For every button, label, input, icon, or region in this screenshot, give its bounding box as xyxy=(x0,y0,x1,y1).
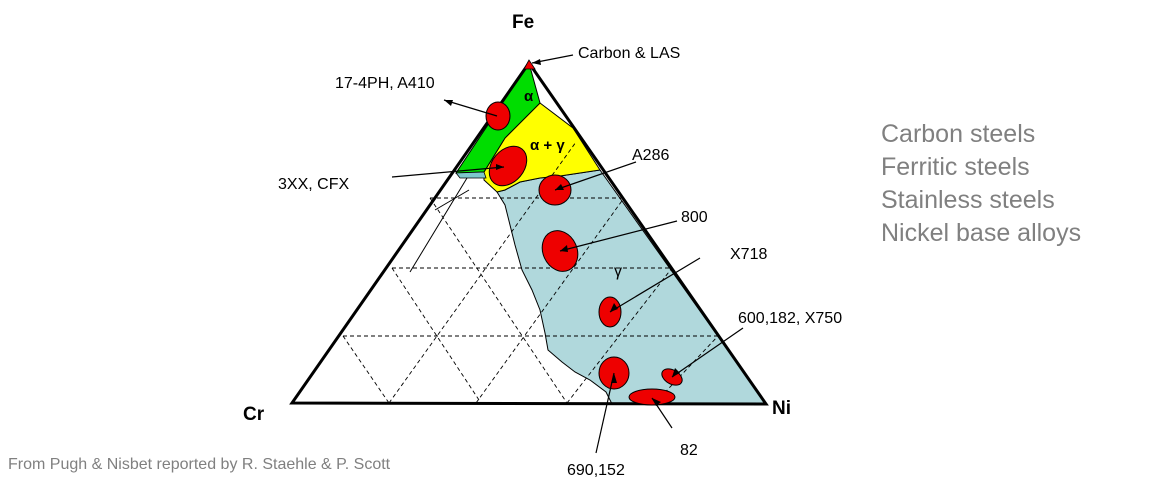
label-690: 690,152 xyxy=(567,462,625,479)
legend-item-ferritic-steels: Ferritic steels xyxy=(881,153,1030,181)
label-800: 800 xyxy=(681,209,708,226)
phase-label-alpha: α xyxy=(524,88,534,105)
label-82: 82 xyxy=(680,442,698,459)
arrowhead-690 xyxy=(611,373,617,383)
legend-item-carbon-steels: Carbon steels xyxy=(881,120,1036,148)
marker-3xx-cfx xyxy=(488,145,528,187)
vertex-label-ni: Ni xyxy=(772,398,791,419)
leader-lines xyxy=(391,54,744,454)
solid-guide-lines xyxy=(409,177,470,273)
label-600: 600,182, X750 xyxy=(738,310,842,327)
gamma-region xyxy=(496,169,767,405)
phase-label-alpha-gamma: α + γ xyxy=(530,137,565,154)
label-carbon-las: Carbon & LAS xyxy=(578,45,680,62)
vertex-label-cr: Cr xyxy=(243,404,265,425)
arrowhead-82 xyxy=(652,398,661,406)
arrowhead-800 xyxy=(560,245,568,252)
arrowhead-a286 xyxy=(555,184,564,190)
arrowhead-600 xyxy=(672,368,680,377)
label-3xx-cfx: 3XX, CFX xyxy=(278,176,349,193)
vertex-label-fe: Fe xyxy=(512,12,534,33)
arrowhead-17-4ph xyxy=(444,100,453,106)
legend-item-stainless-steels: Stainless steels xyxy=(881,186,1055,214)
label-x718: X718 xyxy=(730,246,767,263)
arrowheads xyxy=(444,59,680,406)
source-citation: From Pugh & Nisbet reported by R. Staehl… xyxy=(8,456,391,473)
legend: Carbon steels Ferritic steels Stainless … xyxy=(881,118,1081,250)
arrowhead-3xx xyxy=(496,164,504,170)
phase-label-gamma: γ xyxy=(614,263,622,280)
legend-item-nickel-base-alloys: Nickel base alloys xyxy=(881,219,1082,247)
carbon-las-marker xyxy=(523,59,536,70)
ternary-triangle xyxy=(289,60,769,406)
marker-82 xyxy=(628,388,676,406)
arrowhead-x718 xyxy=(610,303,618,312)
marker-17-4ph xyxy=(485,101,511,131)
label-17-4ph: 17-4PH, A410 xyxy=(335,75,435,92)
label-a286: A286 xyxy=(632,147,669,164)
region-boundary-sliver xyxy=(455,171,487,179)
arrowhead-carbon-las xyxy=(532,59,541,65)
